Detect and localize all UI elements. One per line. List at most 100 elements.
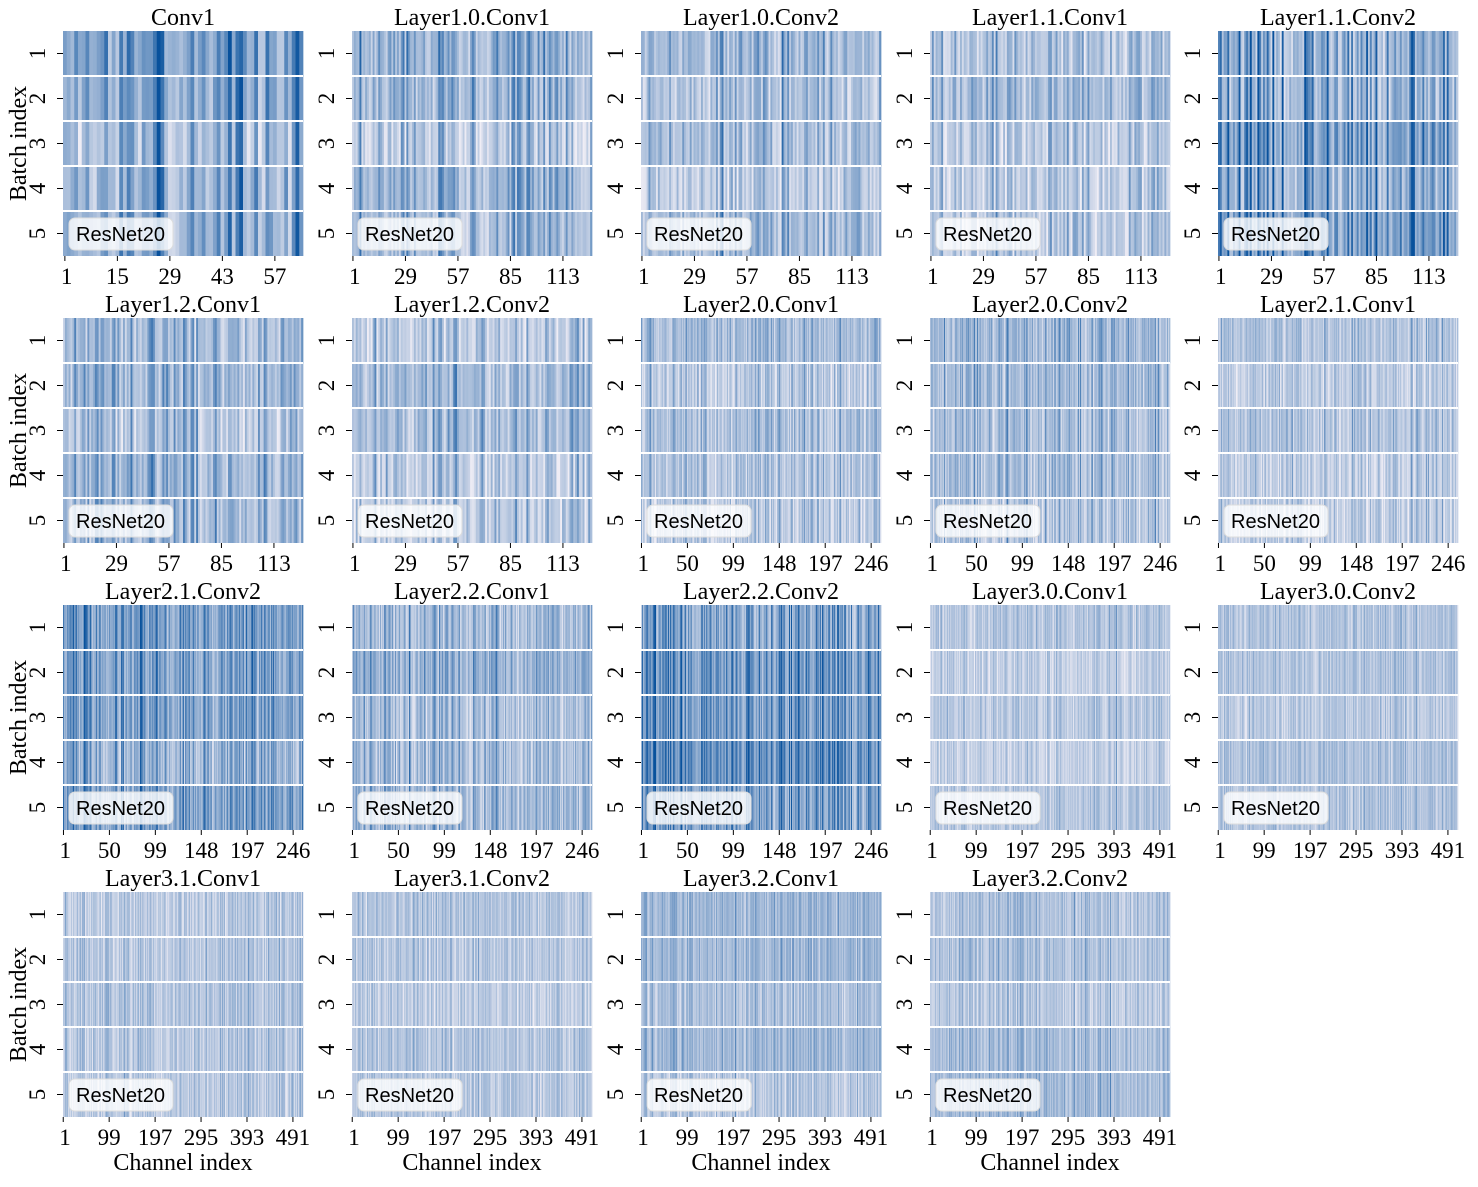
y-tick-label: 4 <box>892 182 917 194</box>
heatmap-cell <box>284 31 288 76</box>
heatmap-cell <box>198 121 202 166</box>
heatmap-cell <box>78 76 82 121</box>
x-tick-label: 43 <box>211 264 234 289</box>
heatmap-cell <box>131 166 135 211</box>
heatmap-cell <box>258 76 262 121</box>
heatmap-cell <box>179 121 183 166</box>
heatmap-cell <box>82 31 86 76</box>
heatmap-cell <box>146 76 150 121</box>
heatmap-cell <box>247 166 251 211</box>
legend-label: ResNet20 <box>76 511 165 533</box>
heatmap-cell <box>269 121 273 166</box>
heatmap-cell <box>161 121 165 166</box>
heatmap-cell <box>232 211 236 256</box>
heatmap-cell <box>198 31 202 76</box>
heatmap-cell <box>176 31 180 76</box>
heatmap-cell <box>191 121 195 166</box>
heatmap-cell <box>880 363 881 408</box>
legend: ResNet20 <box>69 218 173 250</box>
heatmap-cell <box>299 31 303 76</box>
heatmap-cell <box>288 121 292 166</box>
legend-label: ResNet20 <box>654 224 743 246</box>
heatmap-cell <box>217 211 221 256</box>
heatmap-cell <box>86 76 90 121</box>
heatmap-cell <box>168 166 172 211</box>
heatmap-cell <box>296 31 300 76</box>
legend: ResNet20 <box>1224 218 1328 250</box>
heatmap-cell <box>157 121 161 166</box>
heatmap-cell <box>164 76 168 121</box>
heatmap-cell <box>228 211 232 256</box>
heatmap-cell <box>254 76 258 121</box>
heatmap-cell <box>273 31 277 76</box>
heatmap-cell <box>101 76 105 121</box>
heatmap-cell <box>277 76 281 121</box>
heatmap-cell <box>590 211 592 256</box>
heatmap-cell <box>299 166 303 211</box>
heatmap-cell <box>262 121 266 166</box>
heatmap-cell <box>123 31 127 76</box>
heatmap-cell <box>82 121 86 166</box>
heatmap-cell <box>284 166 288 211</box>
x-tick-label: 85 <box>1365 264 1388 289</box>
x-tick-label: 113 <box>257 551 291 576</box>
heatmap-cell <box>224 31 228 76</box>
x-tick-label: 113 <box>835 264 869 289</box>
heatmap-cell <box>590 31 592 76</box>
heatmap-cell <box>138 121 142 166</box>
x-tick-label: 85 <box>499 264 522 289</box>
heatmap-cell <box>116 76 120 121</box>
heatmap-cell <box>269 211 273 256</box>
legend: ResNet20 <box>936 218 1040 250</box>
x-tick-label: 57 <box>157 551 180 576</box>
heatmap-cell <box>153 76 157 121</box>
heatmap-cell <box>176 76 180 121</box>
heatmap-cell <box>134 31 138 76</box>
heatmap-cell <box>172 166 176 211</box>
y-tick-label: 1 <box>314 48 339 60</box>
heatmap-cell <box>63 211 67 256</box>
heatmap-cell <box>104 31 108 76</box>
heatmap-cell <box>101 166 105 211</box>
heatmap-cell <box>590 363 592 408</box>
x-tick-label: 85 <box>1077 264 1100 289</box>
subplot-title: Conv1 <box>151 5 215 31</box>
heatmap-cell <box>119 121 123 166</box>
heatmap-cell <box>1168 76 1170 121</box>
heatmap-cell <box>247 211 251 256</box>
heatmap-cell <box>224 121 228 166</box>
subplot-title: Layer1.0.Conv2 <box>683 5 839 31</box>
heatmap-cell <box>127 121 131 166</box>
heatmap-cell <box>239 31 243 76</box>
heatmap-cell <box>258 166 262 211</box>
x-tick-label: 29 <box>394 264 417 289</box>
heatmap-cell <box>213 166 217 211</box>
heatmap-cell <box>301 498 303 543</box>
x-tick-label: 57 <box>263 264 286 289</box>
heatmap-cell <box>123 121 127 166</box>
heatmap-cell <box>202 166 206 211</box>
y-tick-label: 3 <box>314 425 339 437</box>
heatmap-cell <box>112 31 116 76</box>
heatmap-cell <box>127 31 131 76</box>
heatmap-cell <box>78 31 82 76</box>
heatmap-cell <box>1168 166 1170 211</box>
y-tick-label: 3 <box>1180 138 1205 150</box>
heatmap-cell <box>879 121 881 166</box>
heatmap-cell <box>183 121 187 166</box>
x-tick-label: 85 <box>788 264 811 289</box>
heatmap-cell <box>119 166 123 211</box>
heatmap-cell <box>221 31 225 76</box>
heatmap-cell <box>296 166 300 211</box>
heatmap-cell <box>86 31 90 76</box>
heatmap-cell <box>149 166 153 211</box>
heatmap-cell <box>153 166 157 211</box>
x-tick-label: 29 <box>105 551 128 576</box>
heatmap-cell <box>292 166 296 211</box>
heatmap-cell <box>281 76 285 121</box>
heatmap-cell <box>93 166 97 211</box>
heatmap-cell <box>254 121 258 166</box>
heatmap-cell <box>277 31 281 76</box>
heatmap-cell <box>221 121 225 166</box>
